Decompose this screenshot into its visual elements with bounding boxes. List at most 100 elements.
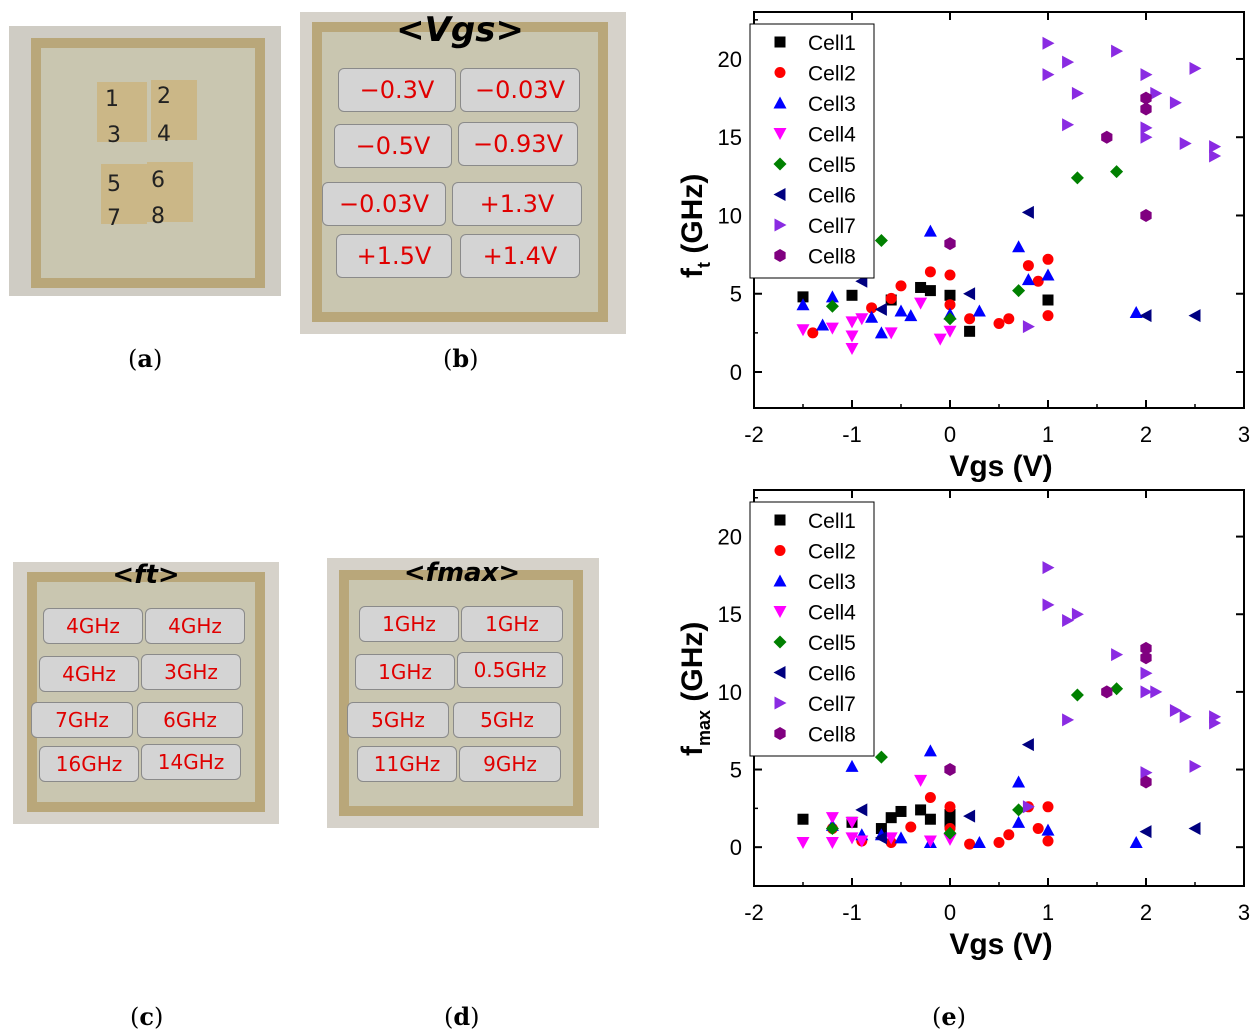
x-tick-label: 2	[1140, 900, 1152, 925]
data-point-cell5	[1110, 165, 1124, 179]
data-point-cell2	[1003, 829, 1015, 841]
data-point-cell5	[943, 312, 957, 326]
data-point-cell8	[944, 763, 956, 777]
data-point-cell8	[1140, 775, 1152, 789]
data-point-cell6	[963, 809, 976, 823]
fmax-value-cell1: 1GHz	[359, 606, 459, 642]
x-tick-label: -1	[842, 422, 862, 447]
data-point-cell2	[993, 317, 1005, 329]
data-point-cell2	[964, 838, 976, 850]
data-point-cell6	[1021, 205, 1034, 219]
panel-c-ft: <ft> 4GHz 4GHz 4GHz 3GHz 7GHz 6GHz 16GHz…	[13, 560, 279, 824]
data-point-cell8	[944, 237, 956, 251]
data-point-cell6	[1139, 309, 1152, 323]
data-point-cell1	[924, 813, 936, 825]
data-point-cell6	[874, 302, 887, 316]
legend-label-cell5: Cell5	[808, 632, 856, 655]
y-axis-label: ft (GHz)	[676, 174, 714, 278]
series-cell4	[796, 297, 957, 356]
fmax-value-cell4: 0.5GHz	[457, 652, 563, 688]
data-point-cell1	[885, 812, 897, 824]
data-point-cell2	[944, 801, 956, 813]
data-point-cell3	[972, 304, 986, 317]
fmax-value-cell8: 9GHz	[459, 746, 561, 782]
legend-marker-cell8	[774, 727, 786, 740]
data-point-cell4	[943, 325, 957, 338]
vgs-value-cell7: +1.5V	[336, 234, 452, 278]
y-tick-label: 10	[718, 203, 742, 228]
data-point-cell2	[866, 302, 878, 314]
cell-number-6: 6	[151, 168, 165, 193]
data-point-cell4	[845, 330, 859, 343]
legend-marker-cell6	[773, 188, 786, 201]
x-tick-label: -1	[842, 900, 862, 925]
vgs-value-cell2: −0.03V	[460, 68, 580, 112]
data-point-cell7	[1062, 713, 1075, 727]
data-point-cell7	[1042, 36, 1055, 50]
legend-box	[749, 23, 875, 279]
legend-marker-cell2	[774, 545, 786, 556]
legend-label-cell4: Cell4	[808, 602, 856, 625]
data-point-cell6	[874, 831, 887, 845]
data-point-cell7	[1062, 613, 1075, 627]
legend-label-cell7: Cell7	[808, 693, 856, 716]
ft-value-cell8: 14GHz	[141, 744, 241, 780]
data-point-cell7	[1169, 704, 1182, 718]
legend-label-cell4: Cell4	[808, 124, 856, 147]
data-point-cell3	[894, 831, 908, 844]
cell-number-3: 3	[107, 123, 121, 148]
cell-number-1: 1	[105, 87, 119, 112]
x-axis-label: Vgs (V)	[949, 928, 1052, 961]
data-point-cell3	[1012, 775, 1026, 788]
data-point-cell3	[923, 744, 937, 757]
vgs-value-cell8: +1.4V	[460, 234, 580, 278]
data-point-cell7	[1111, 648, 1124, 662]
data-point-cell4	[796, 837, 810, 850]
y-axis-label: fmax (GHz)	[676, 622, 714, 756]
data-point-cell3	[1041, 268, 1055, 281]
ft-value-cell1: 4GHz	[43, 608, 143, 644]
data-point-cell8	[1140, 651, 1152, 665]
data-point-cell3	[825, 290, 839, 303]
data-point-cell2	[905, 821, 917, 833]
data-point-cell4	[855, 313, 869, 326]
data-point-cell1	[797, 813, 809, 825]
data-point-cell3	[894, 304, 908, 317]
legend-label-cell8: Cell8	[808, 724, 856, 747]
data-point-cell4	[933, 333, 947, 346]
data-point-cell3	[1012, 815, 1026, 828]
data-point-cell7	[1140, 666, 1153, 680]
data-point-cell2	[1042, 801, 1054, 813]
data-point-cell1	[944, 289, 956, 301]
data-point-cell5	[1012, 284, 1026, 298]
y-tick-label: 20	[718, 47, 742, 72]
data-point-cell5	[874, 234, 888, 248]
data-point-cell2	[924, 266, 936, 278]
x-axis-label: Vgs (V)	[949, 450, 1052, 483]
data-point-cell4	[914, 297, 928, 310]
data-point-cell3	[845, 759, 859, 772]
data-point-cell3	[1041, 823, 1055, 836]
data-point-cell1	[944, 809, 956, 821]
fmax-title: <fmax>	[403, 558, 521, 588]
data-point-cell7	[1062, 55, 1075, 69]
legend-marker-cell5	[773, 635, 787, 649]
fmax-vs-vgs-chart: -2 -1 0 1 2 3 0 5 10 15 20 Vgs (V) fmax (GHz) Cell1 Ce…	[676, 489, 1250, 961]
y-tick-label: 15	[718, 602, 742, 627]
data-point-cell7	[1169, 96, 1182, 110]
data-point-cell8	[1140, 208, 1152, 222]
series-cell8	[944, 641, 1152, 789]
data-point-cell1	[915, 281, 927, 293]
data-point-cell1	[1042, 294, 1054, 306]
ft-value-cell3: 4GHz	[39, 656, 139, 692]
legend-marker-cell7	[774, 218, 787, 232]
data-point-cell7	[1022, 800, 1035, 814]
data-point-cell3	[865, 310, 879, 323]
data-point-cell4	[845, 832, 859, 845]
data-point-cell2	[1042, 310, 1054, 322]
data-point-cell2	[1042, 253, 1054, 265]
y-tick-label: 5	[730, 758, 742, 783]
data-point-cell4	[923, 835, 937, 848]
data-point-cell5	[825, 299, 839, 313]
data-point-cell2	[944, 269, 956, 281]
